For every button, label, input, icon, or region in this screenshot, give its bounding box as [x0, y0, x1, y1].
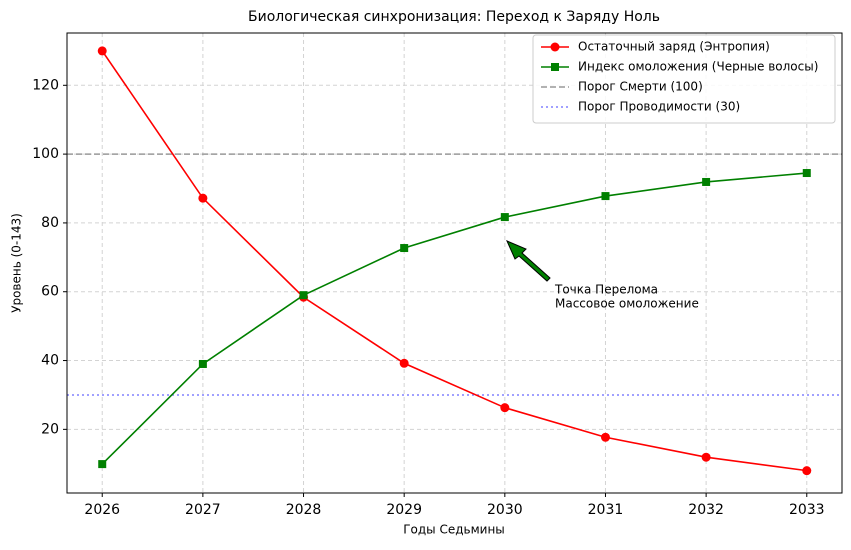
marker	[701, 452, 711, 462]
series-line	[101, 172, 807, 465]
x-axis-label: Годы Седьмины	[403, 523, 505, 537]
legend: Остаточный заряд (Энтропия) Индекс омолож…	[532, 34, 836, 124]
x-tick-label: 2031	[588, 502, 624, 518]
annotation-text: Массовое омоложение	[555, 297, 699, 311]
series-line	[101, 50, 807, 472]
grid: 2026 2027 2028 2029 2030 2031 2032 2033 20 40 60 80…	[32, 33, 842, 518]
legend-label: Остаточный заряд (Энтропия)	[578, 40, 770, 54]
marker	[802, 466, 812, 476]
marker	[400, 244, 409, 253]
marker	[702, 177, 711, 186]
marker	[500, 213, 509, 222]
marker	[299, 291, 308, 300]
marker	[198, 193, 208, 203]
marker	[399, 358, 409, 368]
y-tick-label: 60	[41, 284, 59, 300]
x-tick-label: 2029	[386, 502, 422, 518]
x-tick-label: 2027	[185, 502, 221, 518]
marker	[98, 460, 107, 469]
x-tick-label: 2028	[286, 502, 322, 518]
y-tick-label: 100	[32, 146, 59, 162]
plot	[67, 46, 842, 476]
annotation-arrow	[506, 240, 551, 282]
legend-label: Порог Проводимости (30)	[578, 100, 740, 114]
marker	[600, 432, 610, 442]
marker	[601, 192, 610, 201]
marker	[802, 169, 811, 178]
marker	[97, 46, 107, 56]
x-tick-label: 2030	[487, 502, 523, 518]
legend-label: Индекс омоложения (Черные волосы)	[578, 60, 818, 74]
annotation-text: Точка Перелома	[554, 283, 658, 297]
y-tick-label: 120	[32, 77, 59, 93]
x-tick-label: 2026	[84, 502, 120, 518]
y-axis-label: Уровень (0-143)	[10, 213, 24, 313]
y-tick-label: 40	[41, 353, 59, 369]
x-tick-label: 2033	[789, 502, 825, 518]
marker	[500, 403, 510, 413]
x-tick-label: 2032	[688, 502, 724, 518]
legend-box	[532, 34, 836, 124]
plot-frame	[66, 32, 843, 494]
chart-title: Биологическая синхронизация: Переход к З…	[248, 9, 660, 25]
y-tick-label: 80	[41, 215, 59, 231]
marker	[198, 359, 207, 368]
legend-label: Порог Смерти (100)	[578, 80, 703, 94]
y-tick-label: 20	[41, 421, 59, 437]
marker	[551, 63, 559, 71]
marker	[550, 42, 560, 52]
